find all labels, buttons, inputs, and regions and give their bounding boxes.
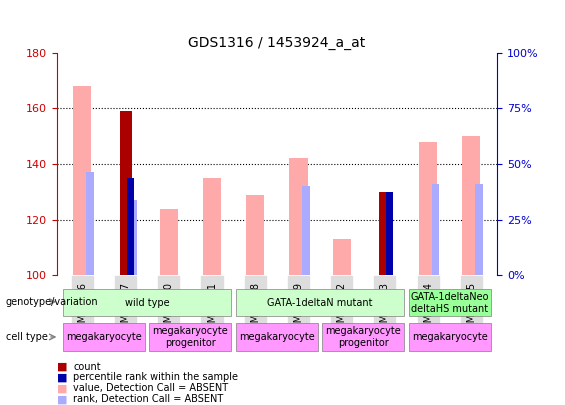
Text: megakaryocyte: megakaryocyte bbox=[66, 332, 142, 342]
FancyBboxPatch shape bbox=[236, 289, 405, 316]
Text: genotype/variation: genotype/variation bbox=[6, 297, 98, 307]
Text: megakaryocyte: megakaryocyte bbox=[412, 332, 488, 342]
Bar bbox=[386, 192, 393, 275]
FancyBboxPatch shape bbox=[408, 324, 491, 351]
Text: megakaryocyte: megakaryocyte bbox=[239, 332, 315, 342]
Text: count: count bbox=[73, 362, 101, 371]
Bar bbox=[120, 111, 132, 275]
FancyBboxPatch shape bbox=[149, 324, 232, 351]
Text: ■: ■ bbox=[57, 394, 68, 404]
Bar bbox=[129, 200, 137, 275]
Text: value, Detection Call = ABSENT: value, Detection Call = ABSENT bbox=[73, 384, 229, 393]
Text: GATA-1deltaN mutant: GATA-1deltaN mutant bbox=[267, 298, 373, 308]
Text: megakaryocyte
progenitor: megakaryocyte progenitor bbox=[153, 326, 228, 348]
Bar bbox=[333, 239, 351, 275]
FancyBboxPatch shape bbox=[408, 289, 491, 316]
Bar bbox=[289, 158, 307, 275]
Text: ■: ■ bbox=[57, 373, 68, 382]
Text: ■: ■ bbox=[57, 384, 68, 393]
Bar bbox=[203, 178, 221, 275]
FancyBboxPatch shape bbox=[63, 289, 232, 316]
Bar bbox=[86, 173, 94, 275]
Bar bbox=[160, 209, 178, 275]
Text: GATA-1deltaNeo
deltaHS mutant: GATA-1deltaNeo deltaHS mutant bbox=[410, 292, 489, 313]
Bar bbox=[73, 86, 92, 275]
Bar bbox=[432, 183, 440, 275]
FancyBboxPatch shape bbox=[322, 324, 405, 351]
Bar bbox=[379, 192, 391, 275]
Bar bbox=[419, 142, 437, 275]
Text: rank, Detection Call = ABSENT: rank, Detection Call = ABSENT bbox=[73, 394, 224, 404]
Text: megakaryocyte
progenitor: megakaryocyte progenitor bbox=[325, 326, 401, 348]
Title: GDS1316 / 1453924_a_at: GDS1316 / 1453924_a_at bbox=[188, 36, 366, 50]
Bar bbox=[246, 195, 264, 275]
Bar bbox=[127, 178, 133, 275]
Text: ■: ■ bbox=[57, 362, 68, 371]
FancyBboxPatch shape bbox=[236, 324, 318, 351]
Bar bbox=[462, 136, 480, 275]
FancyBboxPatch shape bbox=[63, 324, 145, 351]
Bar bbox=[475, 183, 483, 275]
Bar bbox=[302, 186, 310, 275]
Text: wild type: wild type bbox=[125, 298, 170, 308]
Text: cell type: cell type bbox=[6, 332, 47, 342]
Text: percentile rank within the sample: percentile rank within the sample bbox=[73, 373, 238, 382]
